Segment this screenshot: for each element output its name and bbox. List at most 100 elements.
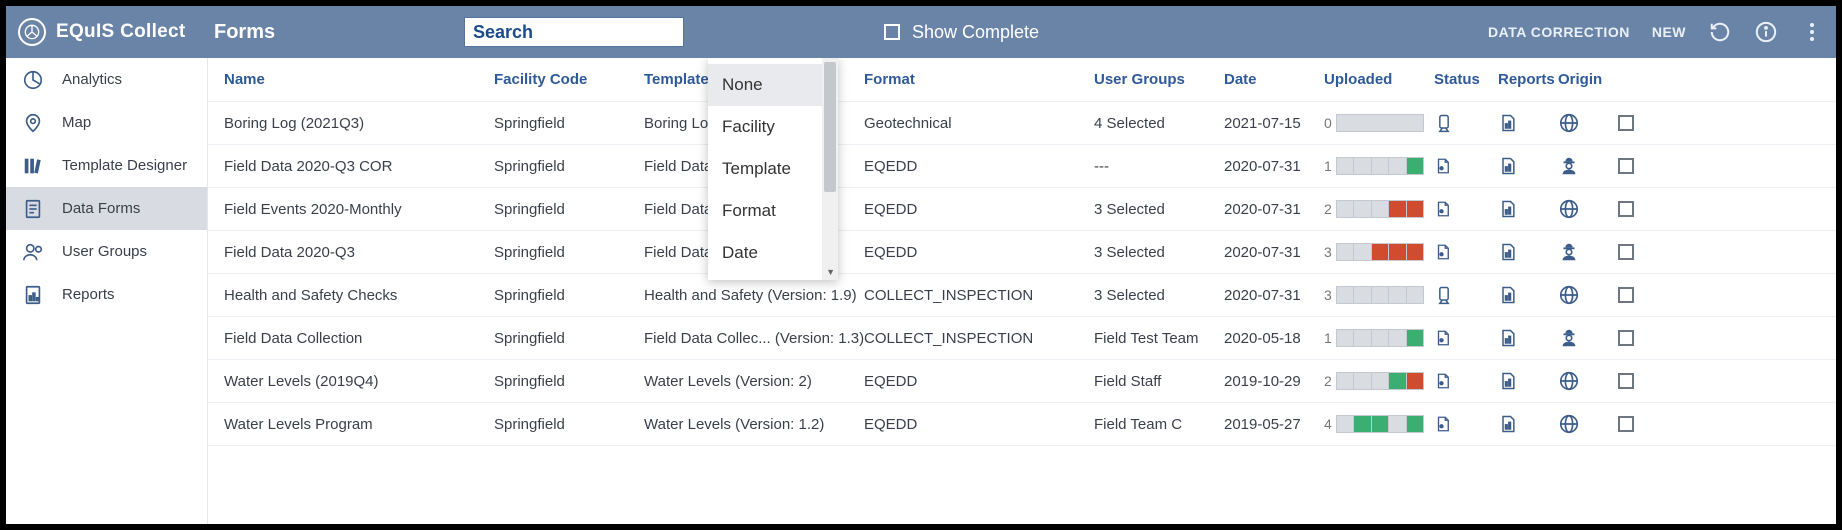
cell-date: 2020-05-18: [1224, 330, 1324, 347]
info-icon[interactable]: [1754, 20, 1778, 44]
cell-date: 2019-05-27: [1224, 416, 1324, 433]
report-icon[interactable]: [1498, 414, 1558, 434]
upload-bar: [1336, 329, 1424, 347]
row-checkbox[interactable]: [1618, 330, 1652, 346]
cell-facility: Springfield: [494, 115, 644, 132]
row-checkbox[interactable]: [1618, 287, 1652, 303]
cell-format: COLLECT_INSPECTION: [864, 330, 1094, 347]
dropdown-scrollbar[interactable]: ▼: [822, 58, 838, 280]
search-input[interactable]: [464, 17, 684, 47]
brand: EQuIS Collect: [18, 18, 214, 46]
report-icon[interactable]: [1498, 328, 1558, 348]
report-icon[interactable]: [1498, 242, 1558, 262]
show-complete-toggle[interactable]: Show Complete: [884, 22, 1039, 43]
row-checkbox[interactable]: [1618, 373, 1652, 389]
report-icon[interactable]: [1498, 156, 1558, 176]
sidebar-item-reports[interactable]: Reports: [6, 273, 207, 316]
cell-format: EQEDD: [864, 244, 1094, 261]
col-reports[interactable]: Reports: [1498, 71, 1558, 88]
status-icon[interactable]: [1434, 242, 1498, 262]
row-checkbox[interactable]: [1618, 201, 1652, 217]
col-format[interactable]: Format: [864, 71, 1094, 88]
dropdown-option-none[interactable]: None: [708, 64, 838, 106]
col-uploaded[interactable]: Uploaded: [1324, 71, 1434, 88]
cell-date: 2020-07-31: [1224, 158, 1324, 175]
origin-icon: [1558, 284, 1618, 306]
status-icon[interactable]: [1434, 328, 1498, 348]
cell-template: Water Levels (Version: 1.2): [644, 416, 864, 433]
col-origin[interactable]: Origin: [1558, 71, 1618, 88]
cell-facility: Springfield: [494, 373, 644, 390]
status-icon[interactable]: [1434, 285, 1498, 305]
dropdown-option-format[interactable]: Format: [708, 190, 838, 232]
origin-icon: [1558, 413, 1618, 435]
sidebar-item-template-designer[interactable]: Template Designer: [6, 144, 207, 187]
cell-name: Water Levels (2019Q4): [224, 373, 494, 390]
cell-date: 2020-07-31: [1224, 287, 1324, 304]
dropdown-option-facility[interactable]: Facility: [708, 106, 838, 148]
page-title: Forms: [214, 21, 464, 44]
row-checkbox[interactable]: [1618, 244, 1652, 260]
topbar: EQuIS Collect Forms Show Complete DATA C…: [6, 6, 1836, 58]
cell-facility: Springfield: [494, 287, 644, 304]
status-icon[interactable]: [1434, 113, 1498, 133]
row-checkbox[interactable]: [1618, 416, 1652, 432]
status-icon[interactable]: [1434, 414, 1498, 434]
status-icon[interactable]: [1434, 156, 1498, 176]
refresh-icon[interactable]: [1708, 20, 1732, 44]
table-row[interactable]: Boring Log (2021Q3)SpringfieldBoring Log…: [208, 102, 1836, 145]
cell-user-groups: 3 Selected: [1094, 244, 1224, 261]
form-icon: [22, 198, 44, 220]
new-button[interactable]: NEW: [1652, 24, 1686, 40]
cell-uploaded: 0: [1324, 114, 1434, 132]
report-icon: [22, 284, 44, 306]
chevron-down-icon[interactable]: ▼: [826, 267, 835, 277]
report-icon[interactable]: [1498, 371, 1558, 391]
cell-format: Geotechnical: [864, 115, 1094, 132]
report-icon[interactable]: [1498, 199, 1558, 219]
col-date[interactable]: Date: [1224, 71, 1324, 88]
cell-user-groups: 3 Selected: [1094, 287, 1224, 304]
table-row[interactable]: Field Data CollectionSpringfieldField Da…: [208, 317, 1836, 360]
sidebar-item-data-forms[interactable]: Data Forms: [6, 187, 207, 230]
dropdown-option-date[interactable]: Date: [708, 232, 838, 274]
sidebar-item-analytics[interactable]: Analytics: [6, 58, 207, 101]
table-row[interactable]: Water Levels ProgramSpringfieldWater Lev…: [208, 403, 1836, 446]
report-icon[interactable]: [1498, 285, 1558, 305]
table-row[interactable]: Field Data 2020-Q3SpringfieldField Data …: [208, 231, 1836, 274]
cell-format: COLLECT_INSPECTION: [864, 287, 1094, 304]
upload-bar: [1336, 157, 1424, 175]
report-icon[interactable]: [1498, 113, 1558, 133]
table-row[interactable]: Health and Safety ChecksSpringfieldHealt…: [208, 274, 1836, 317]
row-checkbox[interactable]: [1618, 115, 1652, 131]
show-complete-label: Show Complete: [912, 22, 1039, 43]
cell-uploaded: 2: [1324, 372, 1434, 390]
status-icon[interactable]: [1434, 199, 1498, 219]
cell-date: 2020-07-31: [1224, 201, 1324, 218]
cell-user-groups: Field Team C: [1094, 416, 1224, 433]
row-checkbox[interactable]: [1618, 158, 1652, 174]
sidebar: AnalyticsMapTemplate DesignerData FormsU…: [6, 58, 208, 524]
col-user-groups[interactable]: User Groups: [1094, 71, 1224, 88]
upload-bar: [1336, 200, 1424, 218]
cell-user-groups: Field Test Team: [1094, 330, 1224, 347]
col-facility[interactable]: Facility Code: [494, 71, 644, 88]
sidebar-item-user-groups[interactable]: User Groups: [6, 230, 207, 273]
cell-uploaded: 2: [1324, 200, 1434, 218]
table-row[interactable]: Water Levels (2019Q4)SpringfieldWater Le…: [208, 360, 1836, 403]
col-status[interactable]: Status: [1434, 71, 1498, 88]
dropdown-option-template[interactable]: Template: [708, 148, 838, 190]
dropdown-scroll-thumb[interactable]: [824, 62, 836, 192]
cell-name: Field Data 2020-Q3 COR: [224, 158, 494, 175]
cell-template: Water Levels (Version: 2): [644, 373, 864, 390]
sidebar-item-map[interactable]: Map: [6, 101, 207, 144]
status-icon[interactable]: [1434, 371, 1498, 391]
show-complete-checkbox[interactable]: [884, 24, 900, 40]
origin-icon: [1558, 241, 1618, 263]
table-row[interactable]: Field Data 2020-Q3 CORSpringfieldField D…: [208, 145, 1836, 188]
col-name[interactable]: Name: [224, 71, 494, 88]
data-correction-button[interactable]: DATA CORRECTION: [1488, 24, 1630, 40]
table-row[interactable]: Field Events 2020-MonthlySpringfieldFiel…: [208, 188, 1836, 231]
groupby-dropdown[interactable]: NoneFacilityTemplateFormatDate ▼: [708, 58, 838, 280]
menu-icon[interactable]: [1800, 20, 1824, 44]
